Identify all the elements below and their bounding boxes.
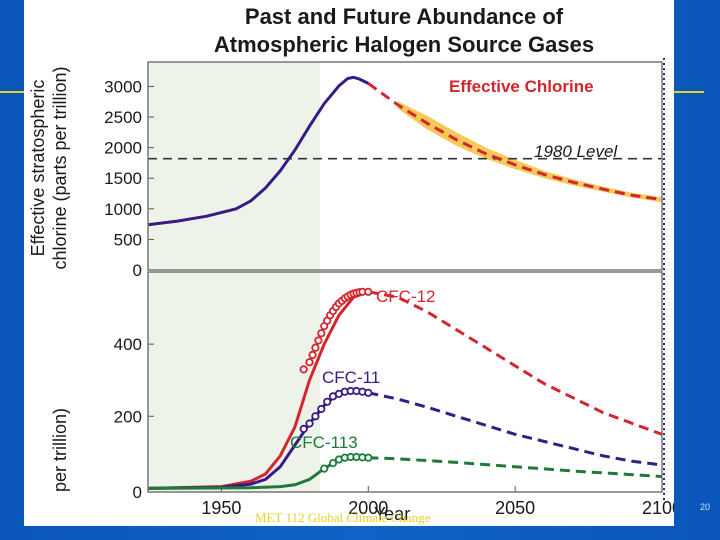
past-region-top	[148, 62, 320, 270]
cfc-12-marker	[364, 287, 373, 296]
uncertainty-band	[397, 101, 662, 203]
top-ylabel-line-2: chlorine (parts per trillion)	[50, 66, 70, 269]
cfc-11-marker	[311, 412, 320, 421]
cfc-11-marker	[317, 404, 326, 414]
chart-title-line-2: Atmospheric Halogen Source Gases	[214, 32, 594, 57]
bottom-panel-frame	[147, 271, 663, 493]
decorative-line-right	[674, 91, 704, 93]
bottom-ytick-label: 200	[114, 407, 142, 426]
bottom-ytick-fragment: 0	[133, 483, 142, 502]
top-ytick-label: 3000	[104, 77, 142, 96]
top-ytick-label: 500	[114, 230, 142, 249]
top-panel-frame	[147, 61, 663, 271]
chart-title-line-1: Past and Future Abundance of	[245, 4, 564, 29]
cfc-11-marker	[305, 419, 314, 428]
xtick-label: 2000	[348, 498, 388, 518]
top-ytick-label: 1000	[104, 200, 142, 219]
bottom-ylabel: per trillion)	[50, 408, 70, 492]
top-ytick-label: 1500	[104, 169, 142, 188]
cfc-113-marker	[320, 464, 329, 473]
cfc-113-marker	[364, 453, 373, 462]
cfc-12-observed-line	[147, 290, 369, 490]
xtick-label: 2100	[642, 498, 674, 518]
past-region-bottom	[148, 272, 320, 492]
effective-chlorine-observed-line	[147, 75, 369, 227]
cfc-113-projected-line	[368, 456, 663, 478]
cfc-12-marker	[314, 336, 323, 345]
cfc-12-marker	[317, 329, 326, 338]
chart-canvas: Past and Future Abundance of Atmospheric…	[28, 4, 674, 524]
x-axis-label: Year	[374, 504, 410, 524]
cfc-12-marker	[299, 365, 308, 374]
cfc-113-marker	[328, 458, 338, 468]
top-ylabel-line-1: Effective stratospheric	[28, 80, 48, 257]
cfc-11-marker	[299, 424, 308, 433]
cfc-11-marker	[364, 388, 373, 397]
cfc-11-marker	[323, 397, 332, 406]
cfc-12-marker	[305, 358, 314, 367]
top-ytick-label: 2000	[104, 139, 142, 158]
cfc-12-marker	[308, 350, 317, 360]
chart-figure: Past and Future Abundance of Atmospheric…	[24, 0, 674, 526]
annotation-cfc-11: CFC-11	[322, 368, 380, 387]
xtick-label: 1950	[201, 498, 241, 518]
xtick-label: 2050	[495, 498, 535, 518]
slide-footer: MET 112 Global Climate Change	[255, 510, 431, 525]
annotation-effective-chlorine: Effective Chlorine	[449, 77, 594, 96]
cfc-12-marker	[311, 343, 320, 352]
bottom-ytick-label: 400	[114, 335, 142, 354]
cfc-12-projected-line	[368, 290, 663, 436]
decorative-line-left	[0, 91, 24, 93]
top-ytick-label: 0	[133, 261, 142, 280]
cfc-11-projected-line	[367, 391, 663, 467]
annotation-1980-level: 1980 Level	[534, 142, 618, 161]
effective-chlorine-projected-line	[367, 82, 663, 202]
top-ytick-label: 2500	[104, 108, 142, 127]
annotation-cfc-12: CFC-12	[376, 287, 436, 306]
page-number: 20	[700, 502, 711, 512]
annotation-cfc-113: CFC-113	[290, 433, 358, 452]
